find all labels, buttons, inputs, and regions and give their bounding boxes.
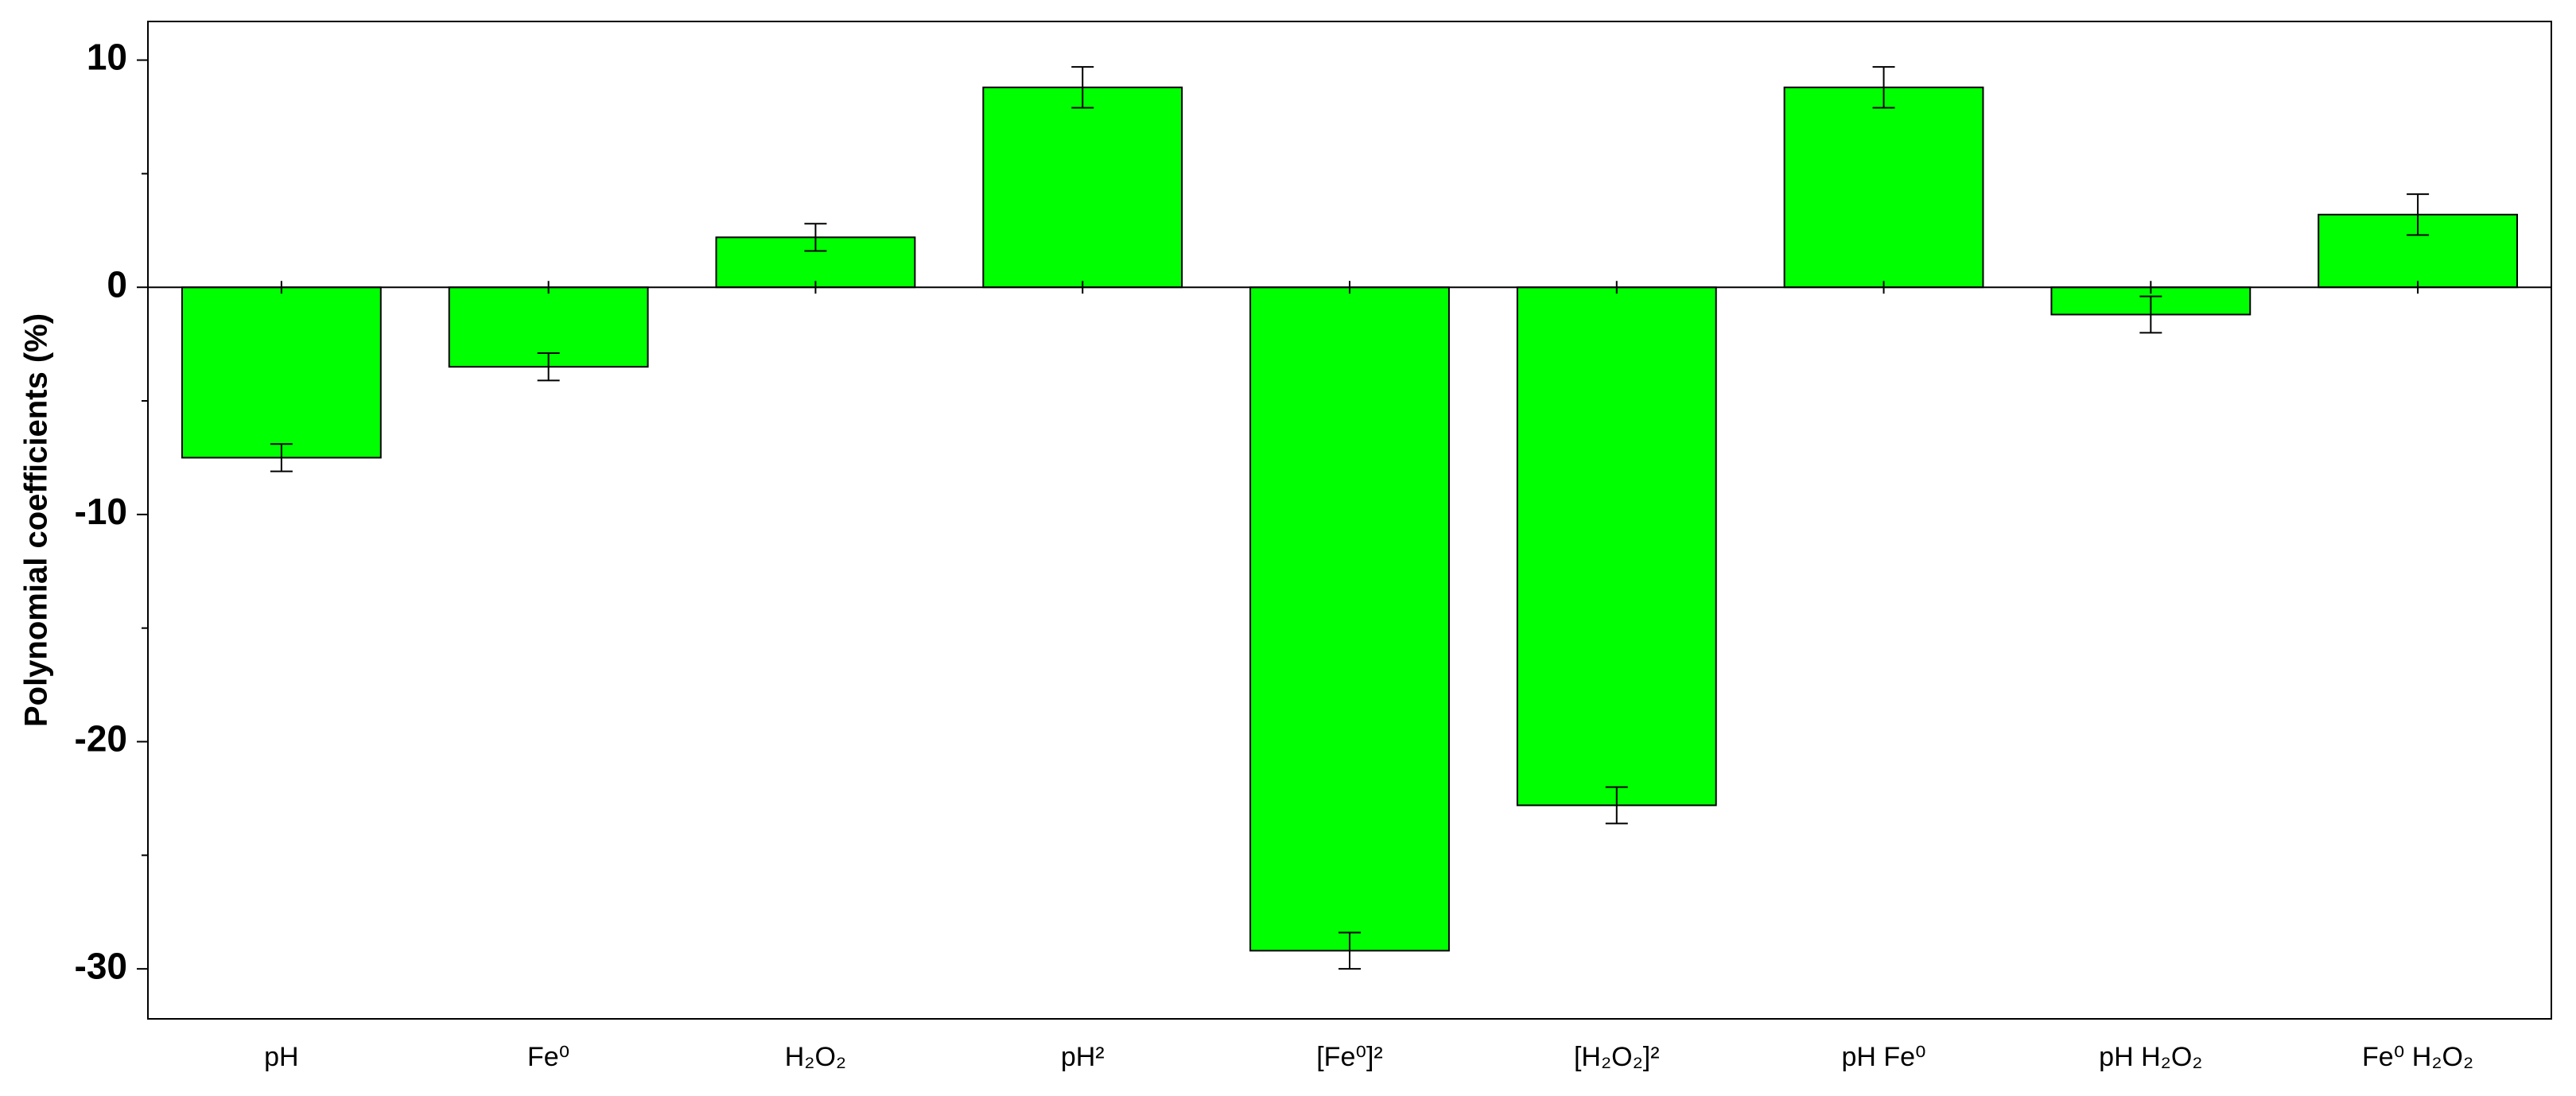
- x-tick-label: pH H₂O₂: [2099, 1042, 2202, 1072]
- x-tick-label: [Fe⁰]²: [1316, 1042, 1383, 1072]
- y-tick-label: 10: [87, 37, 127, 78]
- x-tick-label: [H₂O₂]²: [1574, 1042, 1660, 1072]
- x-tick-label: Fe⁰: [527, 1042, 569, 1072]
- x-tick-label: pH: [264, 1042, 298, 1072]
- x-tick-label: H₂O₂: [785, 1042, 846, 1072]
- bar: [1516, 286, 1717, 806]
- plot-frame: [147, 21, 2552, 1020]
- bar: [1249, 286, 1450, 952]
- y-axis-title: Polynomial coefficients (%): [19, 313, 54, 727]
- y-tick-label: -10: [75, 491, 127, 532]
- x-tick-label: pH²: [1061, 1042, 1105, 1072]
- x-tick-label: pH Fe⁰: [1841, 1042, 1925, 1072]
- x-tick-label: Fe⁰ H₂O₂: [2362, 1042, 2473, 1072]
- bar: [982, 86, 1183, 289]
- y-tick-label: 0: [107, 263, 127, 305]
- bar: [181, 286, 382, 459]
- bar: [1783, 86, 1984, 289]
- y-tick-label: -20: [75, 718, 127, 760]
- y-tick-label: -30: [75, 945, 127, 986]
